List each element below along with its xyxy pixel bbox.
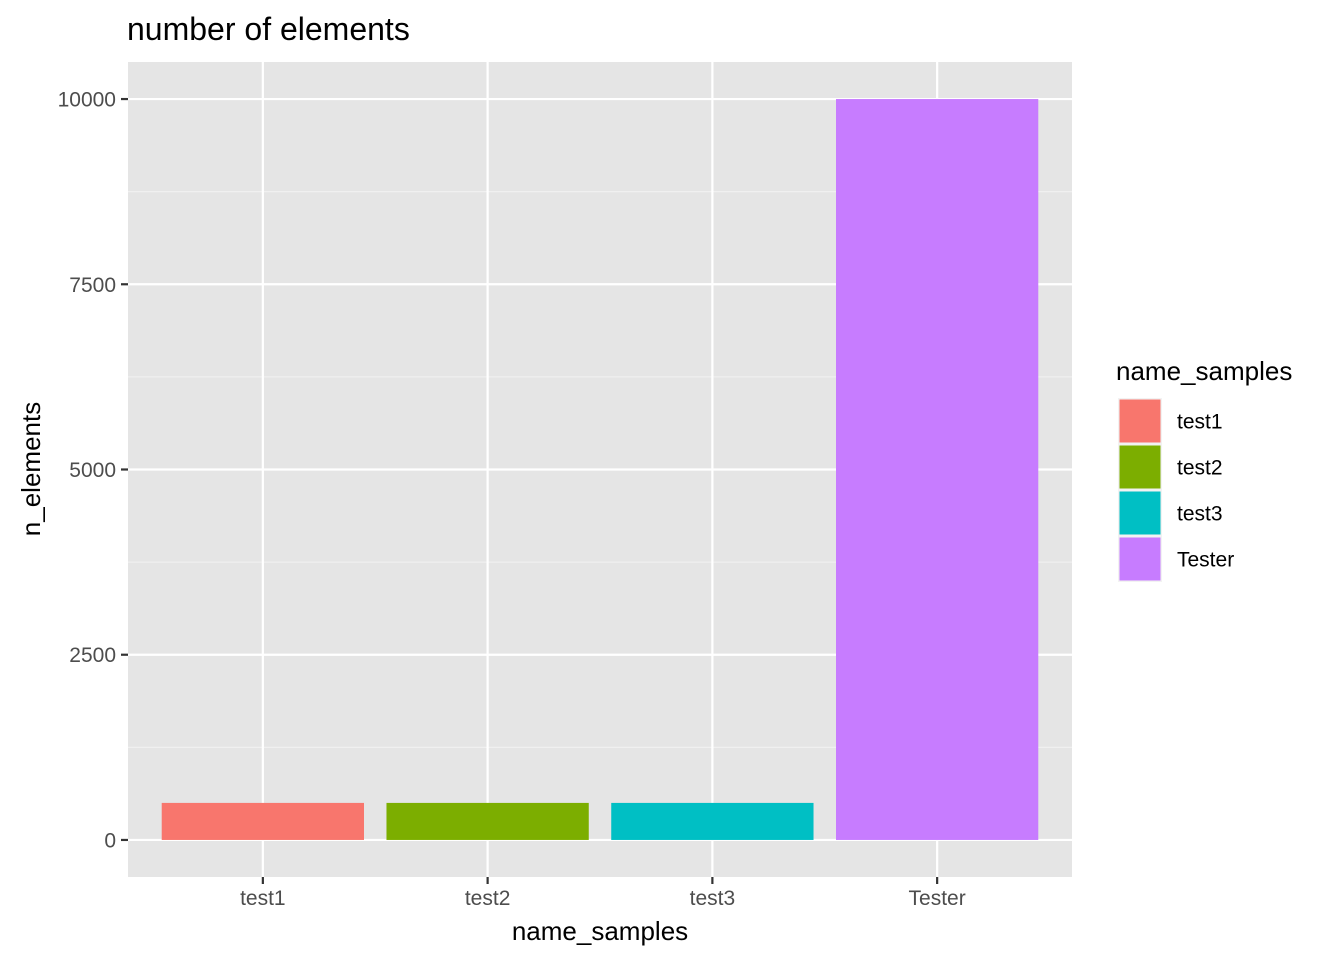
bars <box>161 99 1039 840</box>
chart-title: number of elements <box>127 11 410 47</box>
bar-test1 <box>161 802 364 840</box>
y-tick-label: 2500 <box>69 644 116 667</box>
x-tick-label: test3 <box>690 887 736 910</box>
y-tick-label: 10000 <box>58 89 116 112</box>
y-axis-title: n_elements <box>16 402 46 536</box>
y-axis: 0 2500 5000 7500 10000 <box>58 89 128 852</box>
legend-swatch-tester <box>1119 537 1161 581</box>
legend-label: test2 <box>1177 457 1223 480</box>
y-tick-label: 0 <box>104 829 116 852</box>
x-axis: test1 test2 test3 Tester <box>240 877 966 910</box>
x-axis-title: name_samples <box>512 916 688 946</box>
bar-test3 <box>611 802 814 840</box>
legend-label: Tester <box>1177 549 1234 572</box>
legend-title: name_samples <box>1116 356 1292 386</box>
x-tick-label: test1 <box>240 887 286 910</box>
y-tick-label: 5000 <box>69 459 116 482</box>
x-tick-label: Tester <box>909 887 966 910</box>
bar-test2 <box>386 802 589 840</box>
legend: name_samples test1 test2 test3 Tester <box>1116 356 1292 582</box>
legend-swatch-test1 <box>1119 399 1161 443</box>
legend-swatch-test2 <box>1119 445 1161 489</box>
y-tick-label: 7500 <box>69 274 116 297</box>
legend-label: test1 <box>1177 411 1223 434</box>
x-tick-label: test2 <box>465 887 511 910</box>
legend-label: test3 <box>1177 503 1223 526</box>
bar-tester <box>836 99 1039 840</box>
legend-swatch-test3 <box>1119 491 1161 535</box>
